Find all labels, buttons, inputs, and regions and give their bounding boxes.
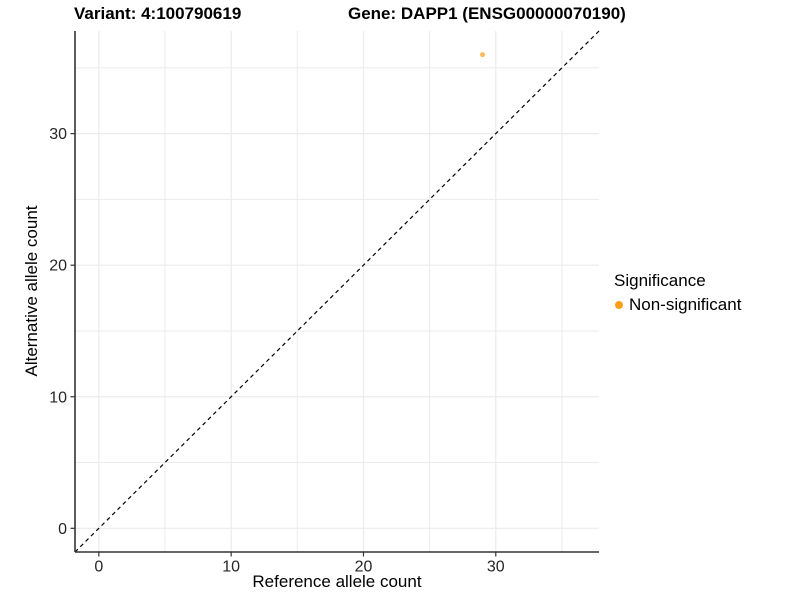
legend: Significance Non-significant bbox=[612, 271, 741, 315]
y-tick-label: 20 bbox=[49, 258, 67, 275]
y-axis-title: Alternative allele count bbox=[22, 205, 41, 377]
legend-item-label: Non-significant bbox=[629, 295, 742, 314]
legend-title: Significance bbox=[614, 271, 706, 290]
x-tick-label: 20 bbox=[355, 559, 373, 576]
y-tick-label: 30 bbox=[49, 126, 67, 143]
identity-dashed-line bbox=[74, 30, 600, 553]
plot-title-variant: Variant: 4:100790619 bbox=[74, 4, 242, 23]
x-tick-label: 0 bbox=[94, 559, 103, 576]
data-point bbox=[480, 52, 486, 58]
x-tick-label: 10 bbox=[222, 559, 240, 576]
x-tick-label: 30 bbox=[487, 559, 505, 576]
plot-title-gene: Gene: DAPP1 (ENSG00000070190) bbox=[348, 4, 626, 23]
x-axis-title: Reference allele count bbox=[252, 572, 422, 591]
legend-key-dot-icon bbox=[615, 301, 623, 309]
y-tick-label: 10 bbox=[49, 389, 67, 406]
y-tick-label: 0 bbox=[58, 521, 67, 538]
legend-item: Non-significant bbox=[612, 295, 741, 315]
